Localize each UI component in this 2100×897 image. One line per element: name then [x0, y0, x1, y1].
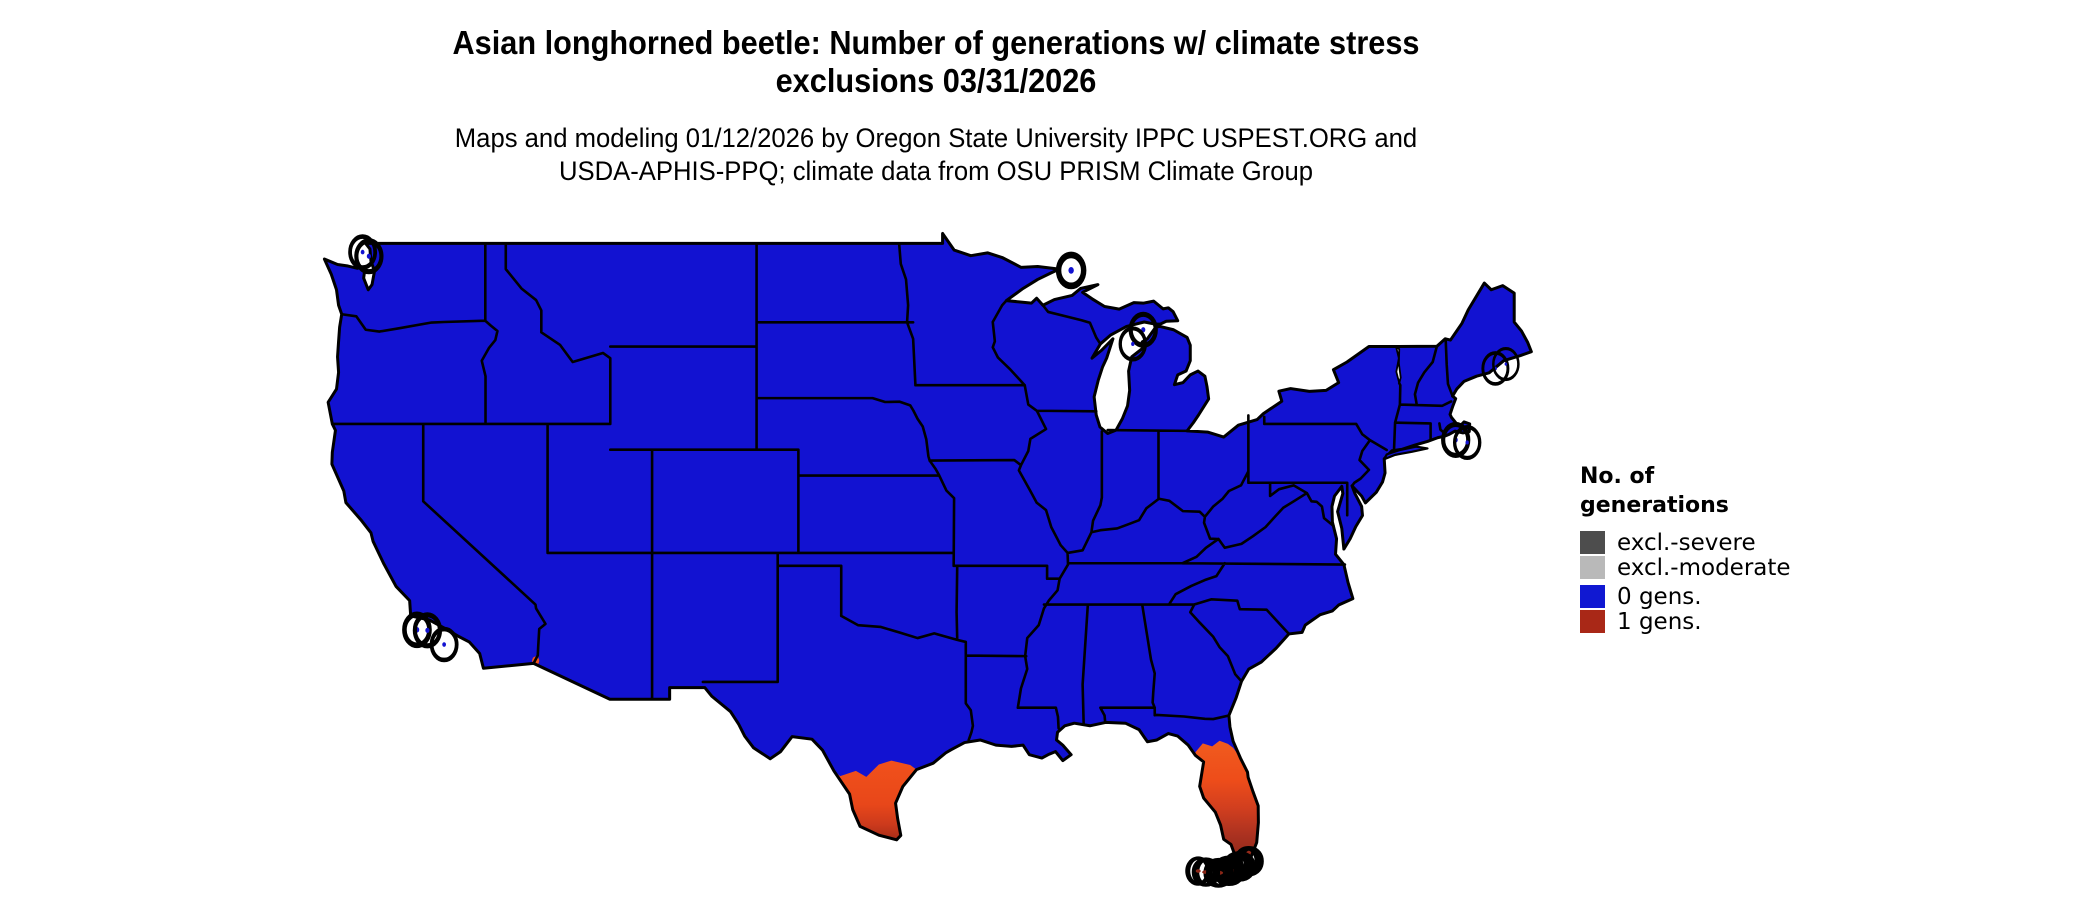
title-line-1: Asian longhorned beetle: Number of gener…: [452, 24, 1420, 61]
legend-title-line-2: generations: [1580, 493, 1729, 518]
subtitle-line-1: Maps and modeling 01/12/2026 by Oregon S…: [454, 123, 1418, 153]
legend-item-label: 0 gens.: [1617, 583, 1702, 610]
legend-title-line-1: No. of: [1580, 464, 1655, 489]
legend-item-0-gens: 0 gens.: [1580, 583, 1880, 610]
map-subtitle: Maps and modeling 01/12/2026 by Oregon S…: [0, 122, 1872, 188]
legend-title: No. of generations: [1580, 462, 1880, 520]
legend-item-label: 1 gens.: [1617, 608, 1702, 635]
legend-item-excl-moderate: excl.-moderate: [1580, 554, 1880, 581]
coastal-islands: [348, 234, 1520, 663]
legend-item-excl-severe: excl.-severe: [1580, 529, 1880, 556]
legend-item-1-gens: 1 gens.: [1580, 608, 1880, 635]
legend-swatch: [1580, 531, 1605, 554]
legend-item-label: excl.-severe: [1617, 529, 1756, 556]
legend-swatch: [1580, 556, 1605, 579]
legend: No. of generations excl.-severe excl.-mo…: [1580, 462, 1880, 635]
florida-hotspot: [1195, 740, 1259, 859]
long-island: [1384, 447, 1427, 460]
subtitle-line-2: USDA-APHIS-PPQ; climate data from OSU PR…: [558, 156, 1314, 186]
title-line-2: exclusions 03/31/2026: [775, 62, 1097, 99]
legend-rows: excl.-severe excl.-moderate 0 gens. 1 ge…: [1580, 529, 1880, 635]
legend-swatch: [1580, 585, 1605, 608]
legend-swatch: [1580, 610, 1605, 633]
legend-item-label: excl.-moderate: [1617, 554, 1791, 581]
texas-hotspot: [833, 760, 917, 840]
map-title: Asian longhorned beetle: Number of gener…: [0, 24, 1872, 100]
us-landmass: [324, 233, 1532, 859]
florida-keys: [1185, 846, 1264, 888]
lake-champlain: [1396, 347, 1401, 383]
state-borders: [332, 243, 1452, 740]
